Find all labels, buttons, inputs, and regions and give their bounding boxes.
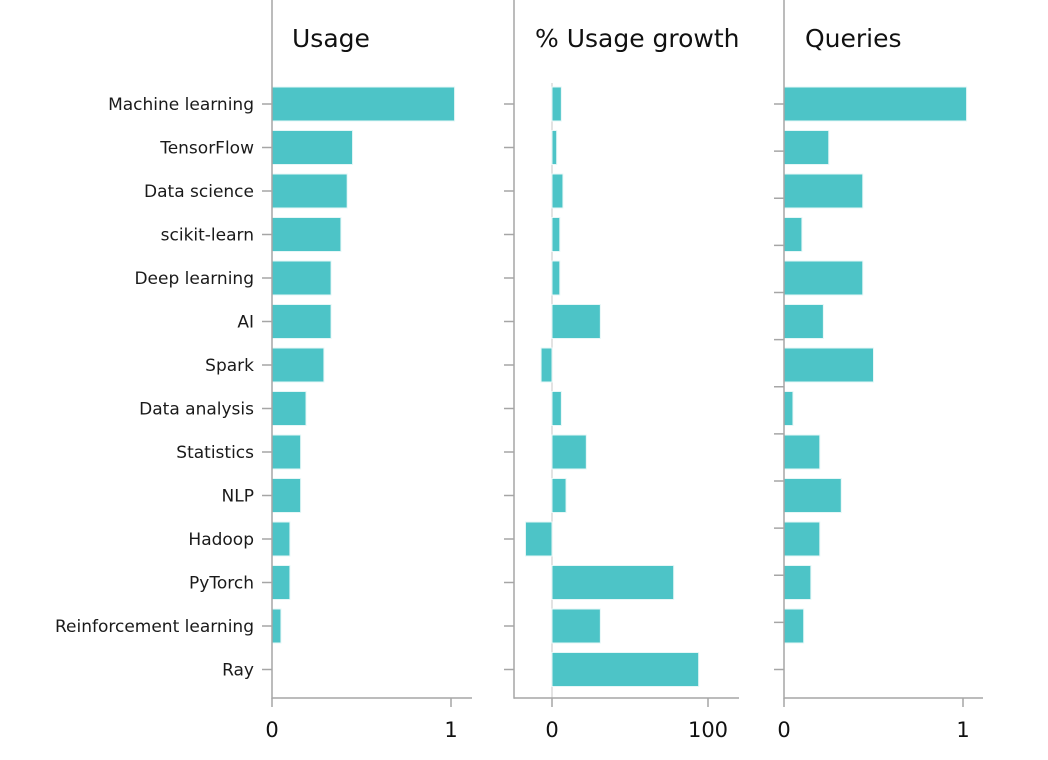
- bar-data-science: [551, 173, 564, 209]
- bar-scikit-learn: [783, 217, 803, 252]
- category-label: NLP: [222, 487, 254, 507]
- bar-ai: [783, 304, 824, 339]
- bar-reinforcement-learning: [783, 608, 805, 644]
- bar-data-analysis: [551, 391, 562, 426]
- bar-data-analysis: [271, 391, 307, 426]
- x-tick-label: 0: [545, 718, 558, 742]
- category-label: Spark: [205, 356, 254, 376]
- bar-tensorflow: [271, 130, 354, 165]
- bar-scikit-learn: [551, 217, 561, 252]
- bar-spark: [271, 347, 325, 383]
- bar-scikit-learn: [271, 217, 342, 252]
- bar-reinforcement-learning: [551, 608, 601, 644]
- category-label: Data science: [144, 182, 254, 202]
- bar-tensorflow: [551, 130, 558, 165]
- category-label: Reinforcement learning: [55, 617, 254, 637]
- bar-nlp: [551, 478, 567, 513]
- x-tick-label: 0: [265, 718, 278, 742]
- category-label: Ray: [222, 661, 254, 681]
- category-label: Machine learning: [108, 95, 254, 115]
- category-label: AI: [237, 313, 254, 333]
- bar-deep-learning: [551, 260, 561, 296]
- bar-hadoop: [783, 521, 821, 557]
- bar-reinforcement-learning: [271, 608, 282, 644]
- x-tick-label: 0: [777, 718, 790, 742]
- bar-data-science: [783, 173, 864, 209]
- x-tick-label: 1: [444, 718, 457, 742]
- bar-data-analysis: [783, 391, 794, 426]
- bar-data-science: [271, 173, 348, 209]
- x-tick-label: 100: [688, 718, 728, 742]
- panel-title: Usage: [292, 24, 370, 53]
- bar-hadoop: [524, 521, 553, 557]
- bar-pytorch: [551, 565, 675, 600]
- panel-title: Queries: [805, 24, 902, 53]
- bar-nlp: [783, 478, 842, 513]
- category-label: Statistics: [176, 443, 254, 463]
- category-label: Deep learning: [134, 269, 254, 289]
- category-label: TensorFlow: [159, 139, 254, 159]
- bar-spark: [783, 347, 874, 383]
- bar-hadoop: [271, 521, 291, 557]
- bar-ai: [551, 304, 601, 339]
- category-label: Hadoop: [188, 530, 254, 550]
- bar-statistics: [551, 434, 587, 470]
- panel-title: % Usage growth: [535, 24, 740, 53]
- category-label: Data analysis: [139, 400, 254, 420]
- bar-statistics: [271, 434, 302, 470]
- bar-statistics: [783, 434, 821, 470]
- bar-pytorch: [271, 565, 291, 600]
- bar-spark: [540, 347, 553, 383]
- bar-deep-learning: [271, 260, 332, 296]
- bar-machine-learning: [783, 86, 968, 122]
- bar-ai: [271, 304, 332, 339]
- bar-nlp: [271, 478, 302, 513]
- bar-ray: [551, 652, 700, 687]
- bar-tensorflow: [783, 130, 830, 165]
- bar-deep-learning: [783, 260, 864, 296]
- bar-machine-learning: [551, 86, 562, 122]
- x-tick-label: 1: [956, 718, 969, 742]
- category-label: PyTorch: [189, 574, 254, 594]
- bar-pytorch: [783, 565, 812, 600]
- category-label: scikit-learn: [161, 226, 254, 246]
- bar-machine-learning: [271, 86, 456, 122]
